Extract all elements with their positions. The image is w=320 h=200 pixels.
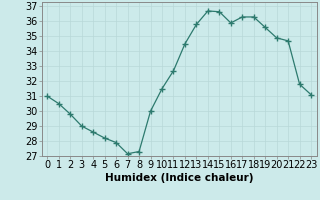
X-axis label: Humidex (Indice chaleur): Humidex (Indice chaleur) [105,173,253,183]
